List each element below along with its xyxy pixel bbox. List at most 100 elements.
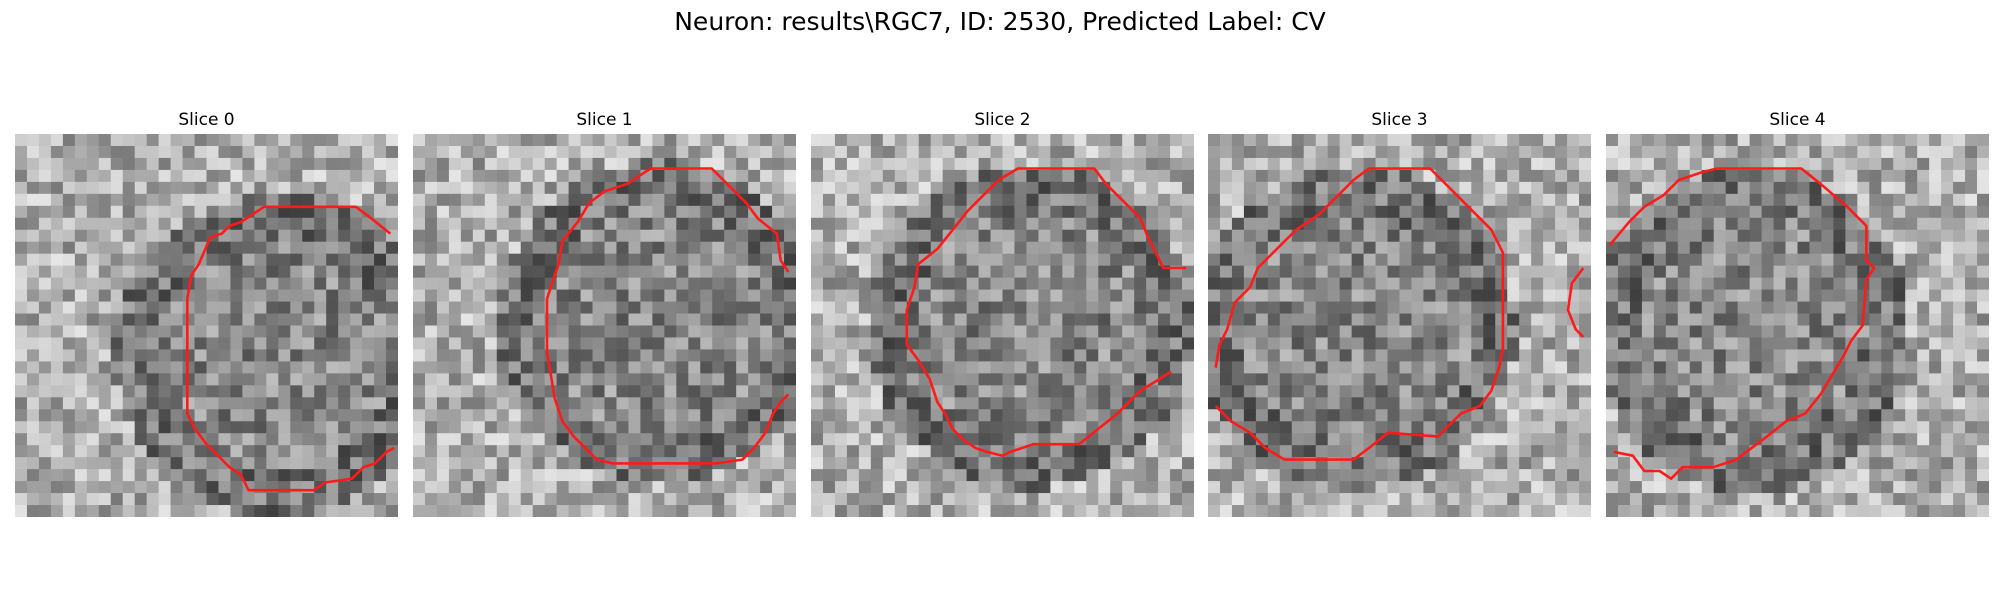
pixel (1519, 481, 1532, 494)
pixel (338, 337, 351, 350)
pixel (314, 301, 327, 314)
pixel (616, 289, 629, 302)
pixel (1929, 217, 1942, 231)
pixel (532, 409, 546, 422)
pixel (930, 229, 944, 243)
pixel (1929, 134, 1942, 147)
pixel (194, 134, 207, 147)
pixel (1050, 241, 1063, 255)
pixel (1122, 193, 1135, 207)
pixel (700, 265, 713, 279)
pixel (254, 169, 267, 183)
pixel (278, 505, 291, 517)
pixel (700, 445, 713, 458)
pixel (290, 505, 303, 517)
pixel (472, 217, 486, 231)
pixel (990, 397, 1003, 410)
pixel (1315, 289, 1329, 302)
pixel (134, 301, 148, 314)
pixel (122, 313, 136, 326)
pixel (1701, 337, 1715, 350)
pixel (484, 337, 498, 350)
pixel (1267, 277, 1281, 290)
pixel (978, 134, 991, 147)
pixel (1098, 229, 1111, 243)
pixel (1617, 301, 1631, 314)
pixel (326, 145, 339, 159)
pixel (302, 445, 315, 458)
pixel (62, 313, 76, 326)
pixel (1387, 277, 1400, 290)
pixel (1014, 397, 1027, 410)
pixel (1567, 217, 1580, 231)
pixel (314, 385, 327, 398)
pixel (1026, 134, 1039, 147)
pixel (1387, 493, 1400, 506)
pixel (134, 481, 148, 494)
pixel (712, 229, 725, 243)
pixel (1243, 337, 1257, 350)
pixel (736, 157, 749, 171)
pixel (1459, 217, 1472, 231)
pixel (858, 325, 872, 338)
pixel (1411, 469, 1424, 482)
pixel (1953, 409, 1966, 422)
pixel (640, 361, 653, 374)
pixel (882, 409, 896, 422)
pixel (1122, 313, 1135, 326)
pixel (616, 373, 629, 386)
pixel (1941, 421, 1954, 434)
pixel (1231, 289, 1245, 302)
pixel (254, 505, 267, 517)
pixel (1459, 445, 1472, 458)
pixel (748, 229, 761, 243)
pixel (930, 289, 944, 302)
pixel (86, 193, 100, 207)
pixel (1014, 313, 1027, 326)
pixel (894, 445, 908, 458)
pixel (134, 421, 148, 434)
pixel (472, 229, 486, 243)
pixel (424, 229, 438, 243)
pixel (870, 361, 884, 374)
pixel (1038, 505, 1051, 517)
pixel (508, 373, 522, 386)
pixel (1917, 433, 1930, 446)
pixel (1399, 385, 1412, 398)
pixel (556, 337, 569, 350)
pixel (1881, 217, 1894, 231)
pixel (134, 313, 148, 326)
pixel (1014, 301, 1027, 314)
pixel (1785, 397, 1798, 410)
pixel (676, 361, 689, 374)
pixel (858, 205, 872, 219)
pixel (954, 373, 967, 386)
pixel (870, 313, 884, 326)
pixel (302, 493, 315, 506)
pixel (1315, 145, 1329, 159)
pixel (472, 445, 486, 458)
pixel (424, 337, 438, 350)
pixel (1026, 421, 1039, 434)
pixel (1821, 169, 1834, 183)
pixel (1170, 385, 1183, 398)
pixel (1146, 361, 1159, 374)
pixel (1026, 445, 1039, 458)
pixel (748, 385, 761, 398)
pixel (772, 421, 785, 434)
pixel (1555, 193, 1568, 207)
pixel (882, 193, 896, 207)
pixel (784, 409, 796, 422)
slice-panel-2: Slice 2 (811, 0, 1194, 600)
pixel (990, 241, 1003, 255)
pixel (712, 134, 725, 147)
pixel (966, 385, 979, 398)
pixel (811, 145, 824, 159)
pixel (1267, 469, 1281, 482)
pixel (1291, 361, 1305, 374)
pixel (134, 277, 148, 290)
slice-image-3 (1208, 134, 1591, 517)
pixel (592, 469, 605, 482)
pixel (942, 134, 956, 147)
pixel (86, 469, 100, 482)
